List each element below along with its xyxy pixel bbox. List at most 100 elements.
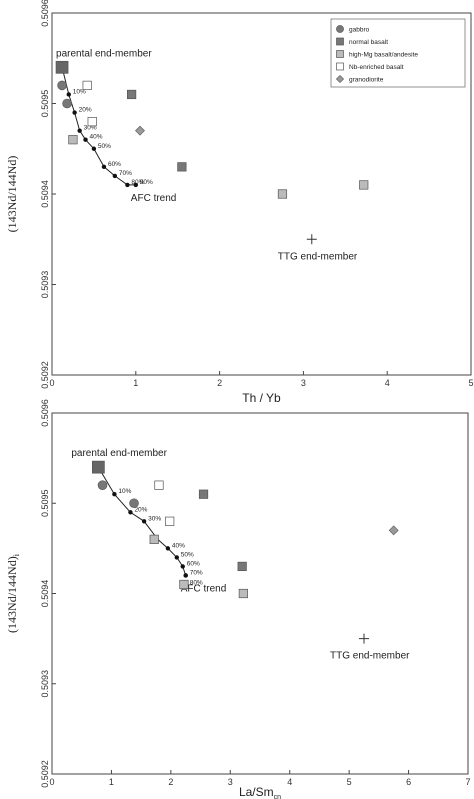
afc-trend-step-dot [101, 164, 107, 170]
legend-marker [336, 25, 344, 33]
chart-panel-1: 0 1 2 3 4 5 0.5092 0.5093 0.5094 0.5095 0.5096 Th /… [5, 0, 474, 405]
afc-trend-label: AFC trend [131, 193, 177, 204]
afc-trend-step-dot [128, 510, 133, 515]
x-tick-label: 5 [347, 777, 352, 787]
afc-trend-step-dot [141, 519, 147, 524]
y-axis-title: (143Nd/144Nd) [5, 156, 19, 233]
x-tick-label: 0 [49, 378, 54, 388]
afc-trend-step-dot [125, 182, 130, 188]
y-tick-label: 0.5096 [40, 0, 50, 27]
data-point-normal-basalt [127, 89, 137, 100]
afc-trend-step-label: 30% [148, 515, 161, 522]
legend-marker [336, 62, 344, 71]
afc-trend-step-label: 10% [118, 488, 131, 495]
data-point-high-mg-basalt-andesite [238, 588, 248, 599]
data-point-nb-enriched-basalt [165, 516, 175, 526]
y-tick-label: 0.5096 [40, 399, 50, 427]
x-tick-label: 1 [133, 378, 138, 388]
afc-trend-step-label: 20% [79, 107, 92, 114]
afc-trend-step-dot [183, 573, 188, 578]
afc-trend-step-label: 30% [84, 125, 97, 132]
afc-trend-step-label: 40% [172, 542, 185, 549]
afc-trend-label: AFC trend [181, 583, 227, 594]
legend-label: gabbro [349, 26, 370, 33]
afc-trend-step-label: 70% [119, 170, 132, 177]
afc-trend-step-label: 90% [140, 179, 153, 186]
legend-label: granodiorite [349, 76, 384, 83]
y-axis-title-subscript: i [12, 553, 21, 556]
x-tick-label: 3 [228, 777, 233, 787]
x-tick-label: 7 [465, 777, 470, 787]
y-tick-label: 0.5093 [40, 670, 50, 698]
afc-trend-step-dot [112, 492, 117, 497]
ttg-end-member-label: TTG end-member [330, 651, 410, 662]
data-point-high-mg-basalt-andesite [359, 180, 369, 190]
afc-trend-step-label: 80% [131, 179, 144, 186]
legend-box [330, 18, 466, 88]
data-point-normal-basalt [198, 489, 209, 499]
data-point-high-mg-basalt-andesite [277, 189, 288, 199]
legend-label: high-Mg basalt/andesite [349, 51, 418, 58]
afc-trend-step-dot [72, 110, 77, 115]
x-axis-title-subscript: cn [274, 794, 282, 799]
data-point-gabbro [97, 480, 108, 491]
y-tick-label: 0.5094 [40, 580, 50, 608]
data-point-high-mg-basalt-andesite [149, 534, 159, 544]
x-tick-label: 0 [49, 777, 54, 787]
data-point-gabbro [129, 498, 139, 509]
afc-trend-step-dot [77, 128, 82, 133]
afc-trend-step-dot [174, 555, 179, 560]
data-point-nb-enriched-basalt [82, 80, 92, 91]
legend-marker [336, 50, 344, 58]
afc-trend-step-label: 70% [190, 569, 203, 576]
afc-trend-step-label: 40% [90, 134, 103, 141]
afc-trend-step-dot [83, 137, 88, 142]
data-point-granodiorite [135, 125, 145, 136]
afc-trend-step-dot [133, 182, 138, 188]
plot-frame [51, 412, 469, 775]
chart-panel-2: 0 1 2 3 4 5 6 7 0.5092 0.5093 0.5094 0.5095 0.5096 La… [5, 399, 471, 799]
parental-end-member-label: parental end-member [71, 448, 167, 459]
legend-label: normal basalt [349, 39, 388, 46]
afc-trend-step-label: 80% [190, 579, 203, 586]
y-tick-label: 0.5092 [40, 760, 50, 788]
data-point-high-mg-basalt-andesite [179, 579, 189, 590]
y-tick-label: 0.5092 [40, 361, 50, 389]
data-point-normal-basalt [237, 561, 247, 572]
legend-label: Nb-enriched basalt [349, 64, 404, 71]
afc-trend-step-label: 50% [181, 551, 194, 558]
x-axis-title: La/Smcn [239, 785, 281, 799]
x-tick-label: 1 [109, 777, 114, 787]
afc-trend-line [61, 67, 136, 186]
parental-end-member-label: parental end-member [56, 48, 152, 59]
data-point-normal-basalt [177, 162, 187, 172]
data-point-gabbro [57, 80, 67, 91]
legend-marker [335, 74, 345, 84]
x-tick-label: 3 [301, 378, 306, 388]
x-tick-label: 4 [287, 777, 292, 787]
legend: gabbro normal basalt high-Mg basalt/andesi… [330, 18, 466, 88]
y-axis-title: (143Nd/144Nd)i [5, 553, 21, 633]
afc-trend-step-label: 20% [134, 506, 147, 513]
afc-trend-step-dot [165, 546, 171, 551]
data-point-nb-enriched-basalt [154, 480, 164, 490]
afc-trend-step-dot [66, 92, 71, 97]
afc-trend-step-label: 60% [108, 161, 121, 168]
data-point-granodiorite [388, 525, 399, 536]
y-tick-label: 0.5094 [40, 180, 50, 208]
x-tick-label: 2 [217, 378, 222, 388]
x-axis-title: Th / Yb [242, 391, 281, 405]
afc-trend-step-label: 60% [187, 560, 200, 567]
parental-end-member-marker [92, 460, 105, 474]
legend-marker [336, 37, 344, 46]
ttg-end-member-label: TTG end-member [278, 251, 358, 262]
y-tick-label: 0.5095 [40, 489, 50, 517]
x-tick-label: 6 [406, 777, 411, 787]
afc-trend-step-label: 50% [98, 143, 111, 150]
y-tick-label: 0.5093 [40, 271, 50, 299]
x-tick-label: 4 [385, 378, 390, 388]
afc-trend-step-dot [91, 146, 97, 151]
afc-trend-step-dot [180, 564, 185, 569]
y-tick-label: 0.5095 [40, 90, 50, 118]
